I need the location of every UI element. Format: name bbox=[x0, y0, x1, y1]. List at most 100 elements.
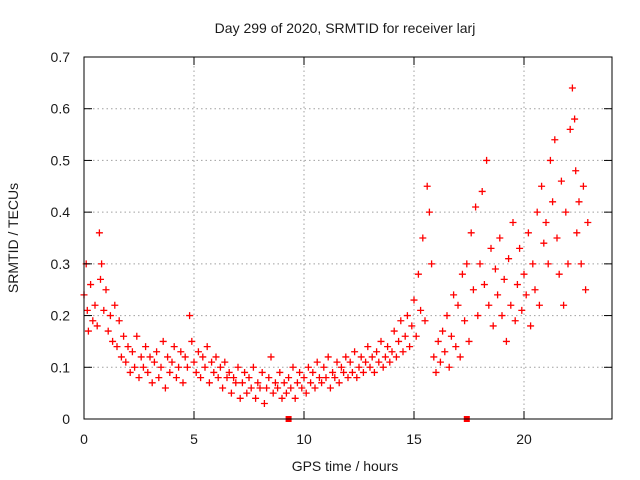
data-point bbox=[282, 389, 290, 397]
data-point bbox=[311, 384, 319, 392]
data-point bbox=[109, 337, 117, 345]
data-point bbox=[351, 348, 359, 356]
data-point bbox=[100, 306, 108, 314]
data-point bbox=[562, 208, 570, 216]
data-point bbox=[131, 363, 139, 371]
data-point bbox=[544, 260, 552, 268]
data-point bbox=[249, 363, 257, 371]
data-point bbox=[247, 384, 255, 392]
data-point bbox=[214, 374, 222, 382]
data-point bbox=[87, 281, 95, 289]
data-point bbox=[498, 312, 506, 320]
data-point bbox=[575, 198, 583, 206]
data-point bbox=[146, 353, 154, 361]
data-point bbox=[377, 337, 385, 345]
data-point bbox=[89, 317, 97, 325]
data-point bbox=[265, 374, 273, 382]
data-point bbox=[425, 208, 433, 216]
data-point bbox=[386, 358, 394, 366]
data-point bbox=[401, 332, 409, 340]
data-point bbox=[227, 389, 235, 397]
x-tick-label: 10 bbox=[296, 431, 312, 447]
data-point bbox=[289, 363, 297, 371]
data-point bbox=[216, 363, 224, 371]
data-point bbox=[194, 348, 202, 356]
data-point bbox=[467, 229, 475, 237]
data-point bbox=[177, 348, 185, 356]
y-tick-label: 0.5 bbox=[51, 152, 71, 168]
data-point bbox=[238, 379, 246, 387]
data-point bbox=[274, 384, 282, 392]
data-point bbox=[384, 343, 392, 351]
data-point bbox=[450, 291, 458, 299]
data-point bbox=[582, 286, 590, 294]
data-point bbox=[540, 239, 548, 247]
data-point bbox=[293, 379, 301, 387]
data-point bbox=[115, 317, 123, 325]
data-point bbox=[577, 260, 585, 268]
data-point bbox=[432, 368, 440, 376]
data-point bbox=[164, 353, 172, 361]
data-point bbox=[124, 343, 132, 351]
data-point bbox=[557, 177, 565, 185]
data-point bbox=[313, 358, 321, 366]
data-point bbox=[97, 275, 104, 283]
data-point bbox=[256, 384, 264, 392]
data-point bbox=[421, 317, 429, 325]
data-point bbox=[148, 379, 156, 387]
data-point bbox=[353, 374, 361, 382]
data-point bbox=[573, 229, 581, 237]
data-point bbox=[511, 317, 519, 325]
data-point bbox=[186, 312, 194, 320]
data-point bbox=[263, 384, 271, 392]
data-point bbox=[252, 394, 260, 402]
data-point bbox=[452, 343, 460, 351]
data-point bbox=[571, 115, 579, 123]
y-tick-label: 0.2 bbox=[51, 308, 71, 324]
data-point bbox=[549, 198, 557, 206]
data-point bbox=[225, 368, 233, 376]
data-point bbox=[280, 379, 288, 387]
y-axis-label: SRMTID / TECUs bbox=[5, 183, 21, 293]
data-point bbox=[142, 343, 150, 351]
data-point bbox=[102, 286, 110, 294]
data-point bbox=[553, 234, 561, 242]
data-point bbox=[201, 363, 209, 371]
data-point bbox=[159, 337, 167, 345]
data-point bbox=[234, 363, 242, 371]
data-point bbox=[566, 125, 574, 133]
data-point bbox=[445, 363, 453, 371]
y-tick-label: 0.4 bbox=[51, 204, 71, 220]
data-point bbox=[502, 337, 510, 345]
data-point bbox=[291, 394, 299, 402]
data-point bbox=[190, 358, 198, 366]
data-point bbox=[463, 260, 471, 268]
x-tick-label: 0 bbox=[80, 431, 88, 447]
data-point bbox=[221, 358, 229, 366]
data-point bbox=[181, 353, 189, 361]
data-point bbox=[144, 368, 152, 376]
data-point bbox=[276, 368, 284, 376]
data-point bbox=[379, 363, 387, 371]
data-point bbox=[524, 229, 532, 237]
data-point bbox=[183, 363, 191, 371]
data-point bbox=[133, 332, 141, 340]
data-points bbox=[80, 84, 592, 407]
data-point bbox=[478, 187, 486, 195]
data-point bbox=[307, 379, 315, 387]
data-point bbox=[447, 332, 455, 340]
data-point bbox=[533, 208, 541, 216]
data-point bbox=[331, 374, 339, 382]
data-point bbox=[362, 358, 370, 366]
data-point bbox=[423, 182, 431, 190]
data-point bbox=[417, 306, 425, 314]
data-point bbox=[419, 234, 427, 242]
data-point bbox=[414, 270, 422, 278]
data-point bbox=[373, 348, 381, 356]
data-point bbox=[441, 348, 449, 356]
data-point bbox=[531, 286, 539, 294]
data-point bbox=[520, 270, 528, 278]
data-point bbox=[579, 182, 587, 190]
data-point bbox=[84, 327, 92, 335]
data-point bbox=[267, 353, 275, 361]
